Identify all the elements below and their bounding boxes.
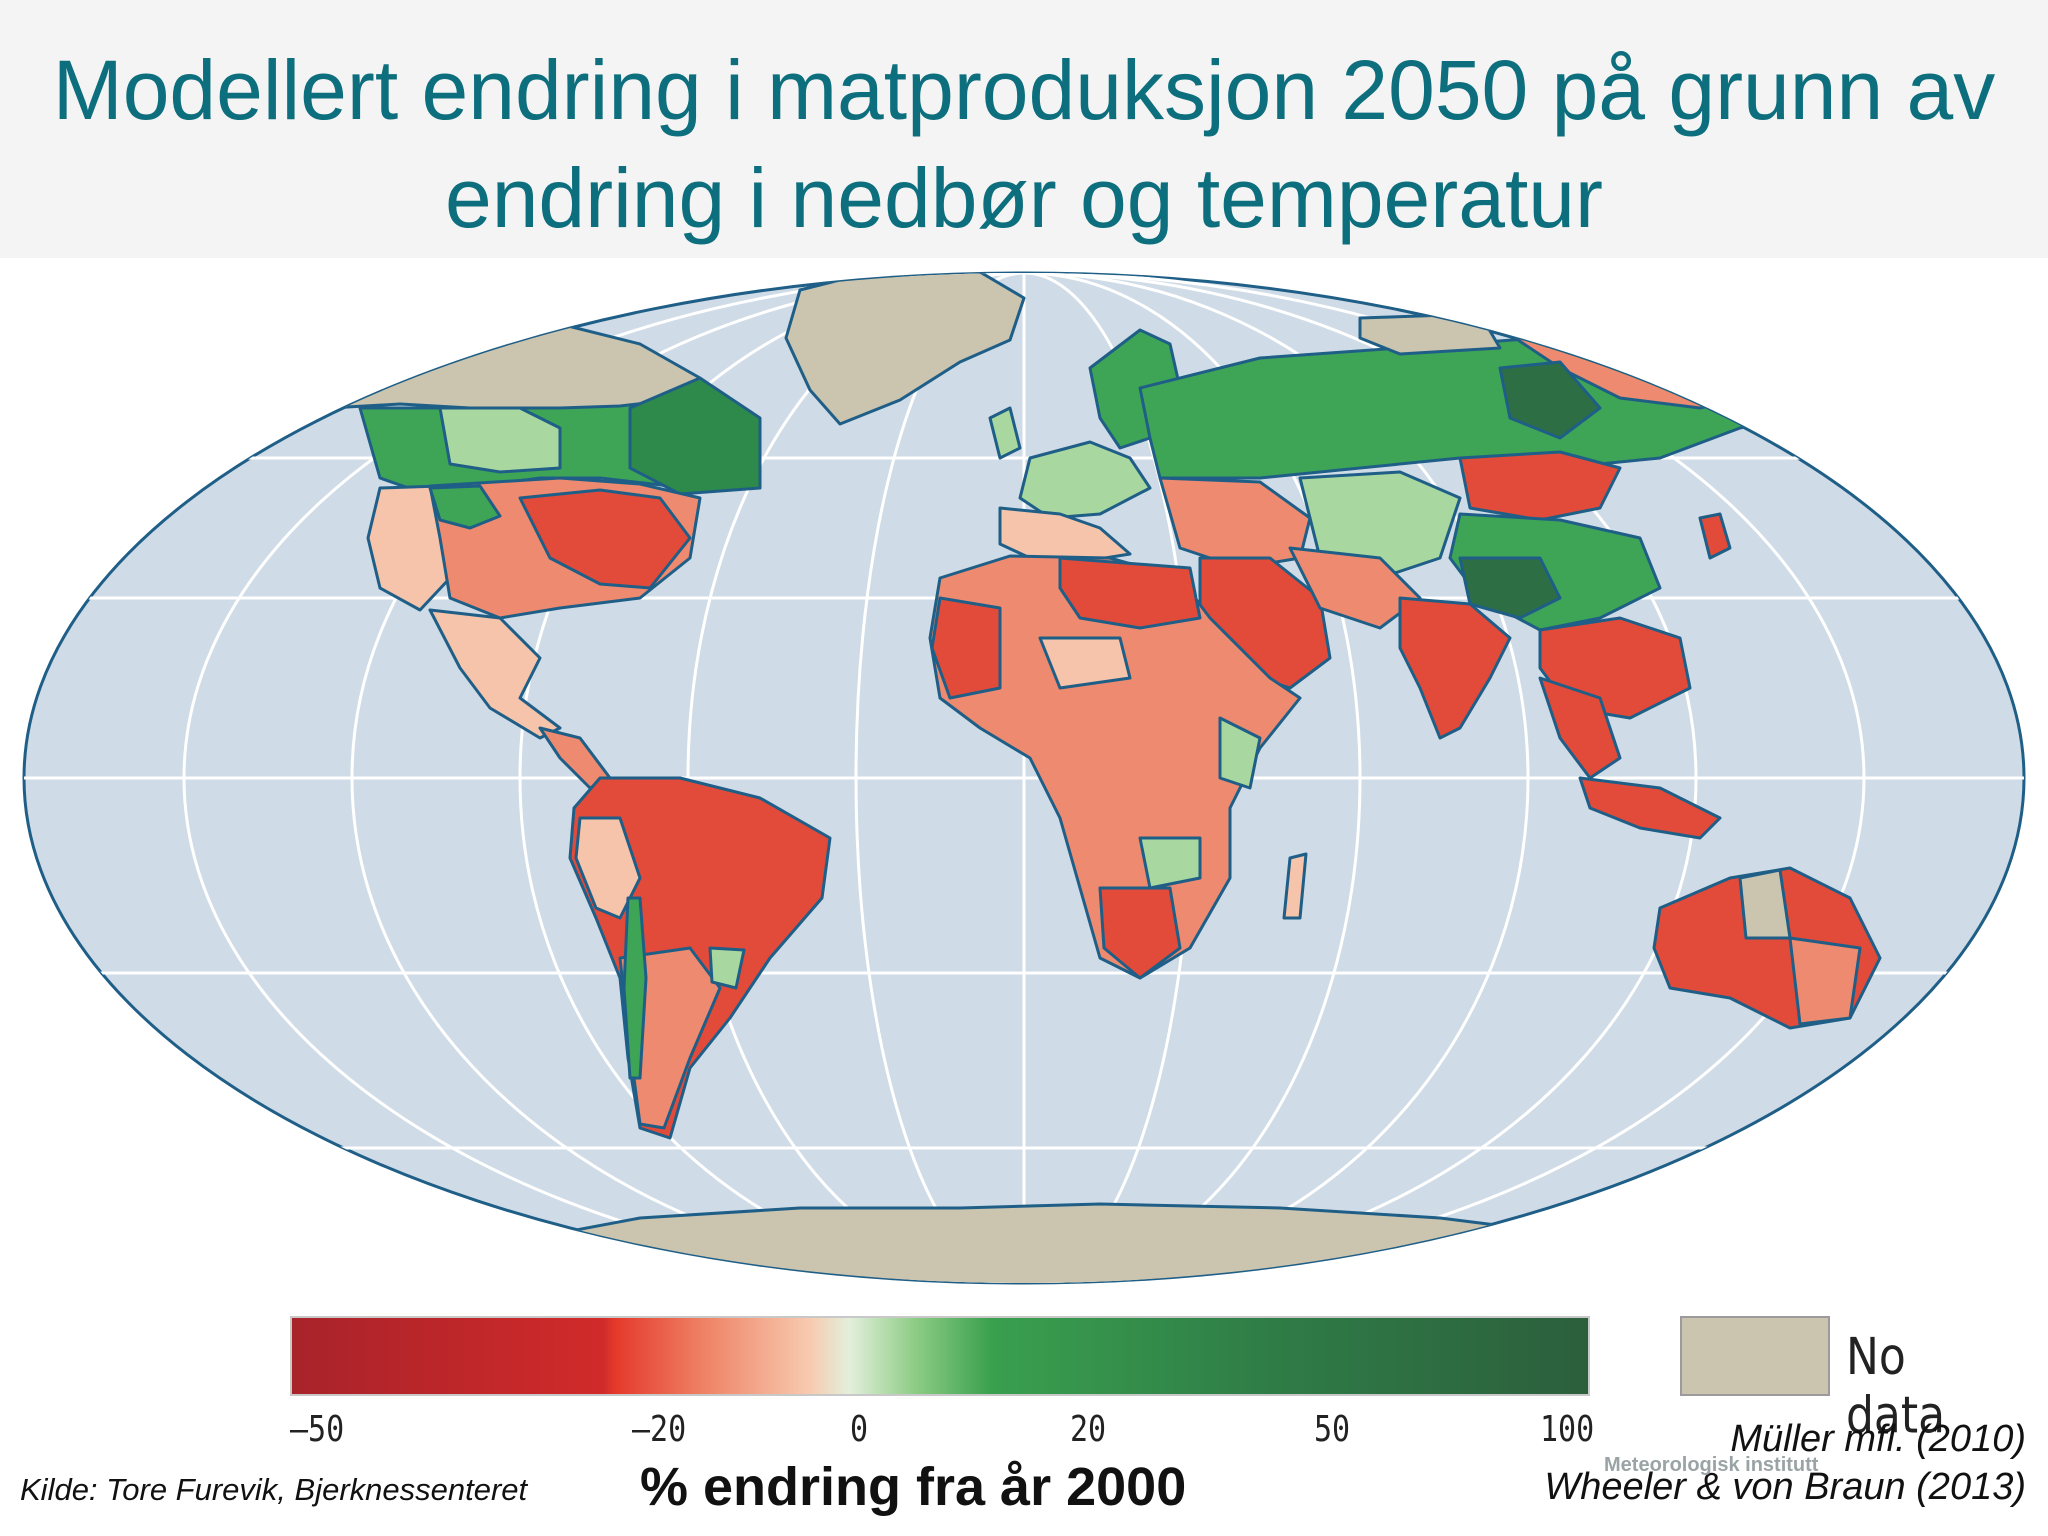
title-band	[0, 0, 2048, 258]
canada-prairie	[438, 406, 562, 474]
usa-east	[518, 488, 692, 590]
axis-label: % endring fra år 2000	[640, 1457, 1187, 1517]
indonesia	[1578, 776, 1722, 840]
india	[1398, 596, 1512, 740]
north-africa-dark	[1058, 556, 1202, 630]
tick-label: 100	[1540, 1408, 1595, 1451]
uk	[988, 406, 1022, 460]
korea-japan	[1698, 512, 1732, 560]
quebec	[628, 376, 762, 496]
russia-north-nodata-east	[1778, 336, 1882, 410]
southern-africa-green	[1138, 836, 1202, 890]
credit-1: Müller mfl. (2010)	[1730, 1418, 2026, 1460]
madagascar	[1282, 852, 1308, 920]
australia-east-light	[1788, 936, 1862, 1026]
tick-label: –50	[290, 1408, 345, 1451]
tick-label: –20	[632, 1408, 687, 1451]
tick-label: 20	[1070, 1408, 1107, 1451]
russia-north-nodata	[1358, 312, 1502, 356]
legend: –50 –20 0 20 50 100 No data	[272, 1298, 1992, 1451]
usa-north-green	[428, 484, 502, 530]
sahel-light	[1038, 636, 1132, 690]
chile-green	[622, 896, 648, 1080]
no-data-swatch	[1680, 1316, 1830, 1396]
australia-nodata	[1738, 868, 1792, 940]
map-svg	[22, 271, 2026, 1285]
china-core-dark	[1458, 556, 1562, 620]
watermark: Meteorologisk institutt	[1604, 1454, 1819, 1476]
greenland	[784, 273, 1026, 426]
europe-west	[1018, 440, 1152, 520]
color-scale-bar	[290, 1316, 1590, 1396]
west-africa	[930, 596, 1002, 700]
southern-africa-red	[1098, 886, 1182, 980]
sa-southeast-green	[708, 946, 746, 990]
world-map	[0, 258, 2048, 1298]
indochina	[1538, 676, 1622, 780]
page-title: Modellert endring i matproduksjon 2050 p…	[52, 43, 1996, 245]
mexico	[428, 608, 562, 740]
source-text: Kilde: Tore Furevik, Bjerknessenteret	[20, 1472, 528, 1507]
tick-label: 0	[850, 1408, 869, 1451]
mongolia	[1458, 450, 1622, 522]
east-africa-green	[1218, 716, 1262, 790]
siberia-dark	[1498, 360, 1602, 440]
sa-west-coast	[574, 816, 642, 920]
tick-label: 50	[1314, 1408, 1351, 1451]
credit-2: Wheeler & von Braun (2013)	[1544, 1466, 2026, 1508]
no-data-label: No data	[1846, 1328, 1946, 1446]
